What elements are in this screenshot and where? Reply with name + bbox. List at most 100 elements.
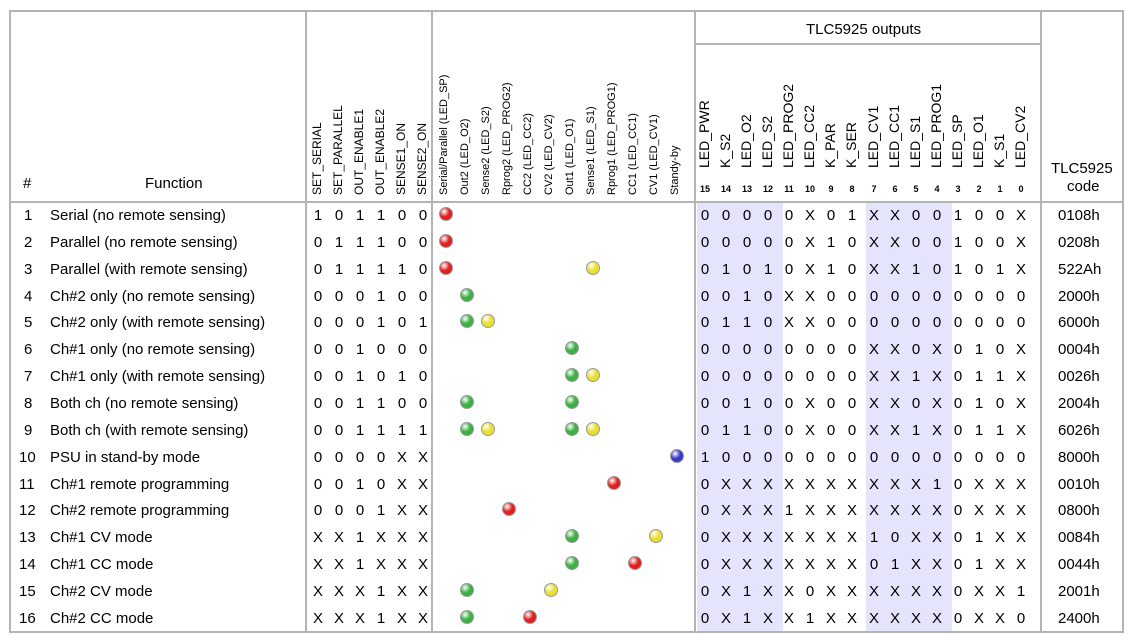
control-value: X	[312, 529, 323, 546]
bit-value: X	[846, 610, 857, 627]
col-header-tlc: LED_CC1	[886, 104, 902, 168]
bit-value: 0	[700, 207, 710, 224]
bit-value: X	[1015, 502, 1026, 519]
bit-value: X	[973, 476, 984, 493]
bit-value: X	[720, 529, 731, 546]
bit-value: X	[1015, 341, 1026, 358]
control-value: 1	[418, 314, 428, 331]
control-value: 1	[397, 422, 407, 439]
bit-value: 1	[847, 207, 857, 224]
row-function: Ch#1 CC mode	[50, 556, 154, 573]
col-header-tlc: LED_PWR	[696, 100, 712, 168]
control-value: X	[312, 610, 323, 627]
tlc-code: 522Ah	[1058, 261, 1102, 278]
bit-value: 0	[721, 341, 731, 358]
control-value: 0	[334, 207, 344, 224]
control-value: X	[354, 583, 365, 600]
bit-index: 15	[699, 184, 710, 194]
tlc-code: 0084h	[1058, 529, 1100, 546]
control-value: 1	[376, 395, 386, 412]
control-value: 0	[334, 449, 344, 466]
bit-value: 0	[763, 207, 773, 224]
bit-value: X	[720, 610, 731, 627]
bit-value: 0	[932, 234, 942, 251]
bit-value: X	[1015, 422, 1026, 439]
led-indicator-icon	[481, 422, 495, 436]
col-header-led: CC1 (LED_CC1)	[627, 113, 639, 195]
shade-bits-7-4	[866, 202, 952, 632]
bit-value: X	[931, 583, 942, 600]
shade-bits-15-12	[697, 202, 783, 632]
col-header-led: Out1 (LED_O1)	[564, 118, 576, 195]
bit-value: 0	[869, 288, 879, 305]
bit-value: X	[804, 261, 815, 278]
bit-value: X	[889, 261, 900, 278]
bit-value: X	[783, 556, 794, 573]
bit-value: X	[720, 583, 731, 600]
control-value: X	[396, 610, 407, 627]
bit-value: 0	[763, 314, 773, 331]
col-header-tlc: K_S2	[717, 133, 733, 168]
bit-value: X	[868, 583, 879, 600]
col-header-led: Sense2 (LED_S2)	[480, 106, 492, 195]
led-indicator-icon	[628, 556, 642, 570]
bit-value: 0	[847, 422, 857, 439]
control-value: 1	[397, 368, 407, 385]
bit-value: X	[931, 368, 942, 385]
bit-index: 11	[784, 184, 794, 194]
bit-index: 8	[849, 184, 855, 194]
tlc-code: 0004h	[1058, 341, 1100, 358]
control-value: X	[333, 583, 344, 600]
led-indicator-icon	[544, 583, 558, 597]
led-indicator-icon	[439, 261, 453, 275]
bit-value: 1	[721, 422, 731, 439]
control-value: 1	[355, 476, 365, 493]
bit-index: 6	[892, 184, 898, 194]
row-function: Parallel (no remote sensing)	[50, 234, 238, 251]
bit-value: 0	[805, 341, 815, 358]
control-value: 1	[376, 207, 386, 224]
bit-value: 1	[890, 556, 900, 573]
bit-value: 1	[911, 368, 921, 385]
col-header-tlc: LED_CV2	[1012, 105, 1028, 168]
bit-value: X	[889, 395, 900, 412]
col-header-tlc: K_SER	[843, 122, 859, 168]
control-value: 0	[313, 502, 323, 519]
led-indicator-icon	[607, 476, 621, 490]
bit-value: 0	[974, 288, 984, 305]
bit-value: X	[783, 583, 794, 600]
control-value: 0	[418, 341, 428, 358]
bit-value: X	[889, 502, 900, 519]
col-header-control: SET_SERIAL	[310, 122, 324, 195]
col-header-control: OUT_ENABLE1	[352, 108, 366, 195]
col-header-led: CV1 (LED_CV1)	[648, 114, 660, 195]
bit-value: X	[910, 502, 921, 519]
col-header-led: CV2 (LED_CV2)	[543, 114, 555, 195]
control-value: X	[417, 556, 428, 573]
led-indicator-icon	[565, 395, 579, 409]
bit-value: X	[804, 502, 815, 519]
tlc-code: 0044h	[1058, 556, 1100, 573]
bit-value: X	[762, 556, 773, 573]
bit-value: 0	[721, 368, 731, 385]
led-indicator-icon	[460, 395, 474, 409]
bit-value: 0	[742, 261, 752, 278]
bit-value: X	[804, 314, 815, 331]
bit-value: 0	[890, 449, 900, 466]
control-value: 1	[355, 395, 365, 412]
bit-value: 0	[826, 449, 836, 466]
control-value: 1	[376, 261, 386, 278]
bit-value: 0	[700, 261, 710, 278]
bit-value: X	[889, 422, 900, 439]
bit-value: 0	[869, 314, 879, 331]
control-value: 0	[376, 476, 386, 493]
bit-value: X	[889, 610, 900, 627]
bit-value: X	[868, 395, 879, 412]
bit-index: 2	[976, 184, 982, 194]
bit-value: 1	[932, 476, 942, 493]
col-header-tlc: LED_O2	[738, 114, 754, 168]
bit-value: 1	[911, 261, 921, 278]
bit-value: 0	[995, 234, 1005, 251]
bit-value: 0	[700, 395, 710, 412]
bit-value: 0	[911, 234, 921, 251]
